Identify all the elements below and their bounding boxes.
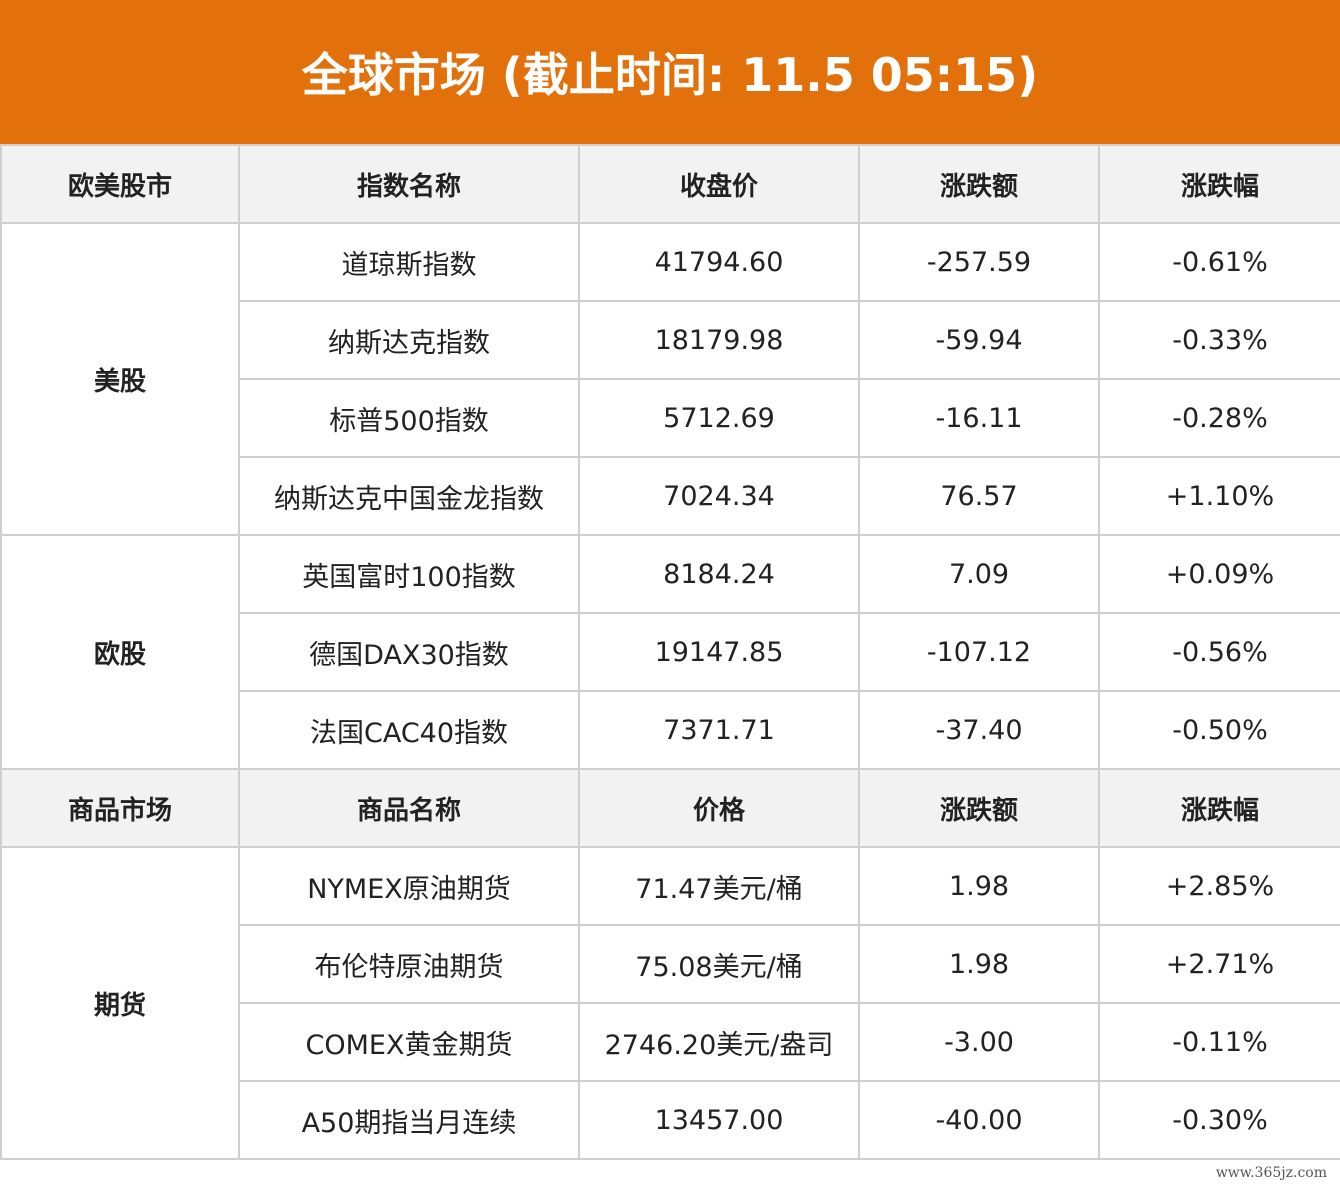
table-row: 标普500指数 5712.69 -16.11 -0.28% [1, 378, 1340, 458]
column-header-pct: 涨跌幅 [1098, 768, 1340, 848]
change-amount: -16.11 [858, 378, 1100, 458]
price: 71.47美元/桶 [578, 846, 860, 926]
commodity-name: A50期指当月连续 [238, 1080, 580, 1160]
commodity-name: 布伦特原油期货 [238, 924, 580, 1004]
table-row: 欧股 英国富时100指数 8184.24 7.09 +0.09% [0, 534, 1340, 770]
change-amount: -40.00 [858, 1080, 1100, 1160]
table-row: 美股 道琼斯指数 41794.60 -257.59 -0.61% [0, 222, 1340, 536]
table-row: A50期指当月连续 13457.00 -40.00 -0.30% [1, 1080, 1340, 1160]
column-header-price: 价格 [578, 768, 860, 848]
change-amount: 7.09 [858, 534, 1100, 614]
close-price: 7371.71 [578, 690, 860, 770]
index-name: 英国富时100指数 [238, 534, 580, 614]
change-percent: -0.56% [1098, 612, 1340, 692]
table-row: 期货 NYMEX原油期货 71.47美元/桶 1.98 +2.85% [0, 846, 1340, 1160]
close-price: 18179.98 [578, 300, 860, 380]
column-header-name: 商品名称 [238, 768, 580, 848]
change-amount: 1.98 [858, 924, 1100, 1004]
table-row: COMEX黄金期货 2746.20美元/盎司 -3.00 -0.11% [1, 1002, 1340, 1082]
change-percent: -0.61% [1098, 222, 1340, 302]
change-amount: -3.00 [858, 1002, 1100, 1082]
title-banner: 全球市场 (截止时间: 11.5 05:15) [0, 0, 1340, 144]
index-name: 纳斯达克中国金龙指数 [238, 456, 580, 536]
table-row: 纳斯达克指数 18179.98 -59.94 -0.33% [1, 300, 1340, 380]
equities-header-row: 欧美股市 指数名称 收盘价 涨跌额 涨跌幅 [0, 144, 1340, 224]
change-percent: -0.11% [1098, 1002, 1340, 1082]
commodity-name: NYMEX原油期货 [238, 846, 580, 926]
close-price: 5712.69 [578, 378, 860, 458]
change-percent: -0.50% [1098, 690, 1340, 770]
change-percent: +2.85% [1098, 846, 1340, 926]
index-name: 德国DAX30指数 [238, 612, 580, 692]
close-price: 41794.60 [578, 222, 860, 302]
commodities-header-row: 商品市场 商品名称 价格 涨跌额 涨跌幅 [0, 768, 1340, 848]
close-price: 8184.24 [578, 534, 860, 614]
column-header-close: 收盘价 [578, 144, 860, 224]
change-percent: +0.09% [1098, 534, 1340, 614]
change-amount: -59.94 [858, 300, 1100, 380]
column-header-name: 指数名称 [238, 144, 580, 224]
watermark-text: www.365jz.com [1212, 1164, 1330, 1182]
change-percent: -0.30% [1098, 1080, 1340, 1160]
index-name: 法国CAC40指数 [238, 690, 580, 770]
change-amount: -37.40 [858, 690, 1100, 770]
column-header-pct: 涨跌幅 [1098, 144, 1340, 224]
table-row: 德国DAX30指数 19147.85 -107.12 -0.56% [1, 612, 1340, 692]
table-row: 纳斯达克中国金龙指数 7024.34 76.57 +1.10% [1, 456, 1340, 536]
column-header-change: 涨跌额 [858, 768, 1100, 848]
group-label-eu-stocks: 欧股 [0, 534, 240, 770]
change-percent: -0.28% [1098, 378, 1340, 458]
change-percent: +1.10% [1098, 456, 1340, 536]
column-header-market: 欧美股市 [0, 144, 240, 224]
change-percent: -0.33% [1098, 300, 1340, 380]
change-percent: +2.71% [1098, 924, 1340, 1004]
page-title: 全球市场 (截止时间: 11.5 05:15) [301, 48, 1039, 102]
index-name: 道琼斯指数 [238, 222, 580, 302]
commodity-name: COMEX黄金期货 [238, 1002, 580, 1082]
index-name: 纳斯达克指数 [238, 300, 580, 380]
table-row: 法国CAC40指数 7371.71 -37.40 -0.50% [1, 690, 1340, 770]
change-amount: 76.57 [858, 456, 1100, 536]
change-amount: 1.98 [858, 846, 1100, 926]
index-name: 标普500指数 [238, 378, 580, 458]
close-price: 7024.34 [578, 456, 860, 536]
group-label-us-stocks: 美股 [0, 222, 240, 536]
price: 75.08美元/桶 [578, 924, 860, 1004]
close-price: 19147.85 [578, 612, 860, 692]
market-table: 欧美股市 指数名称 收盘价 涨跌额 涨跌幅 美股 道琼斯指数 41794.60 … [0, 144, 1340, 1160]
price: 2746.20美元/盎司 [578, 1002, 860, 1082]
change-amount: -257.59 [858, 222, 1100, 302]
change-amount: -107.12 [858, 612, 1100, 692]
price: 13457.00 [578, 1080, 860, 1160]
table-row: 布伦特原油期货 75.08美元/桶 1.98 +2.71% [1, 924, 1340, 1004]
column-header-change: 涨跌额 [858, 144, 1100, 224]
column-header-market: 商品市场 [0, 768, 240, 848]
group-label-futures: 期货 [0, 846, 240, 1160]
